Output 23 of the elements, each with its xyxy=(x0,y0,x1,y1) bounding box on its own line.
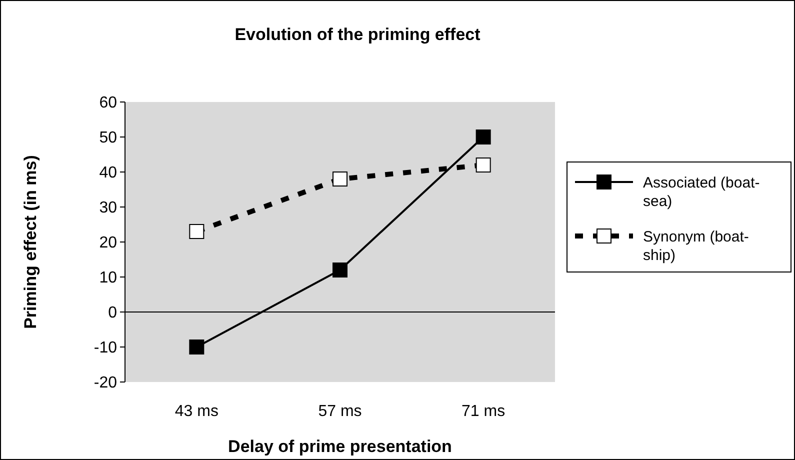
point xyxy=(476,158,491,172)
y-tick-label: 30 xyxy=(99,200,118,217)
y-tick-label: 0 xyxy=(108,304,118,322)
x-tick-label: 43 ms xyxy=(174,403,218,420)
y-tick-label: 20 xyxy=(99,234,118,252)
point xyxy=(189,340,204,354)
point xyxy=(476,130,491,144)
y-tick-label: 10 xyxy=(99,270,118,287)
y-tick-label: 60 xyxy=(99,94,118,112)
x-tick-label: 71 ms xyxy=(462,403,506,420)
legend-label: Associated (boat-sea) xyxy=(643,174,760,210)
chart-title: Evolution of the priming effect xyxy=(234,25,481,44)
x-tick-label: 57 ms xyxy=(318,403,362,420)
y-tick-label: -10 xyxy=(94,340,118,357)
y-tick-label: 40 xyxy=(99,164,118,182)
x-axis-title: Delay of prime presentation xyxy=(228,437,452,456)
y-axis-title: Priming effect (in ms) xyxy=(21,155,40,329)
y-tick-label: -20 xyxy=(94,374,118,392)
point xyxy=(189,224,204,239)
legend-label: Synonym (boat-ship) xyxy=(643,228,749,264)
y-tick-label: 50 xyxy=(99,130,118,147)
point xyxy=(332,262,348,278)
point xyxy=(332,172,348,186)
